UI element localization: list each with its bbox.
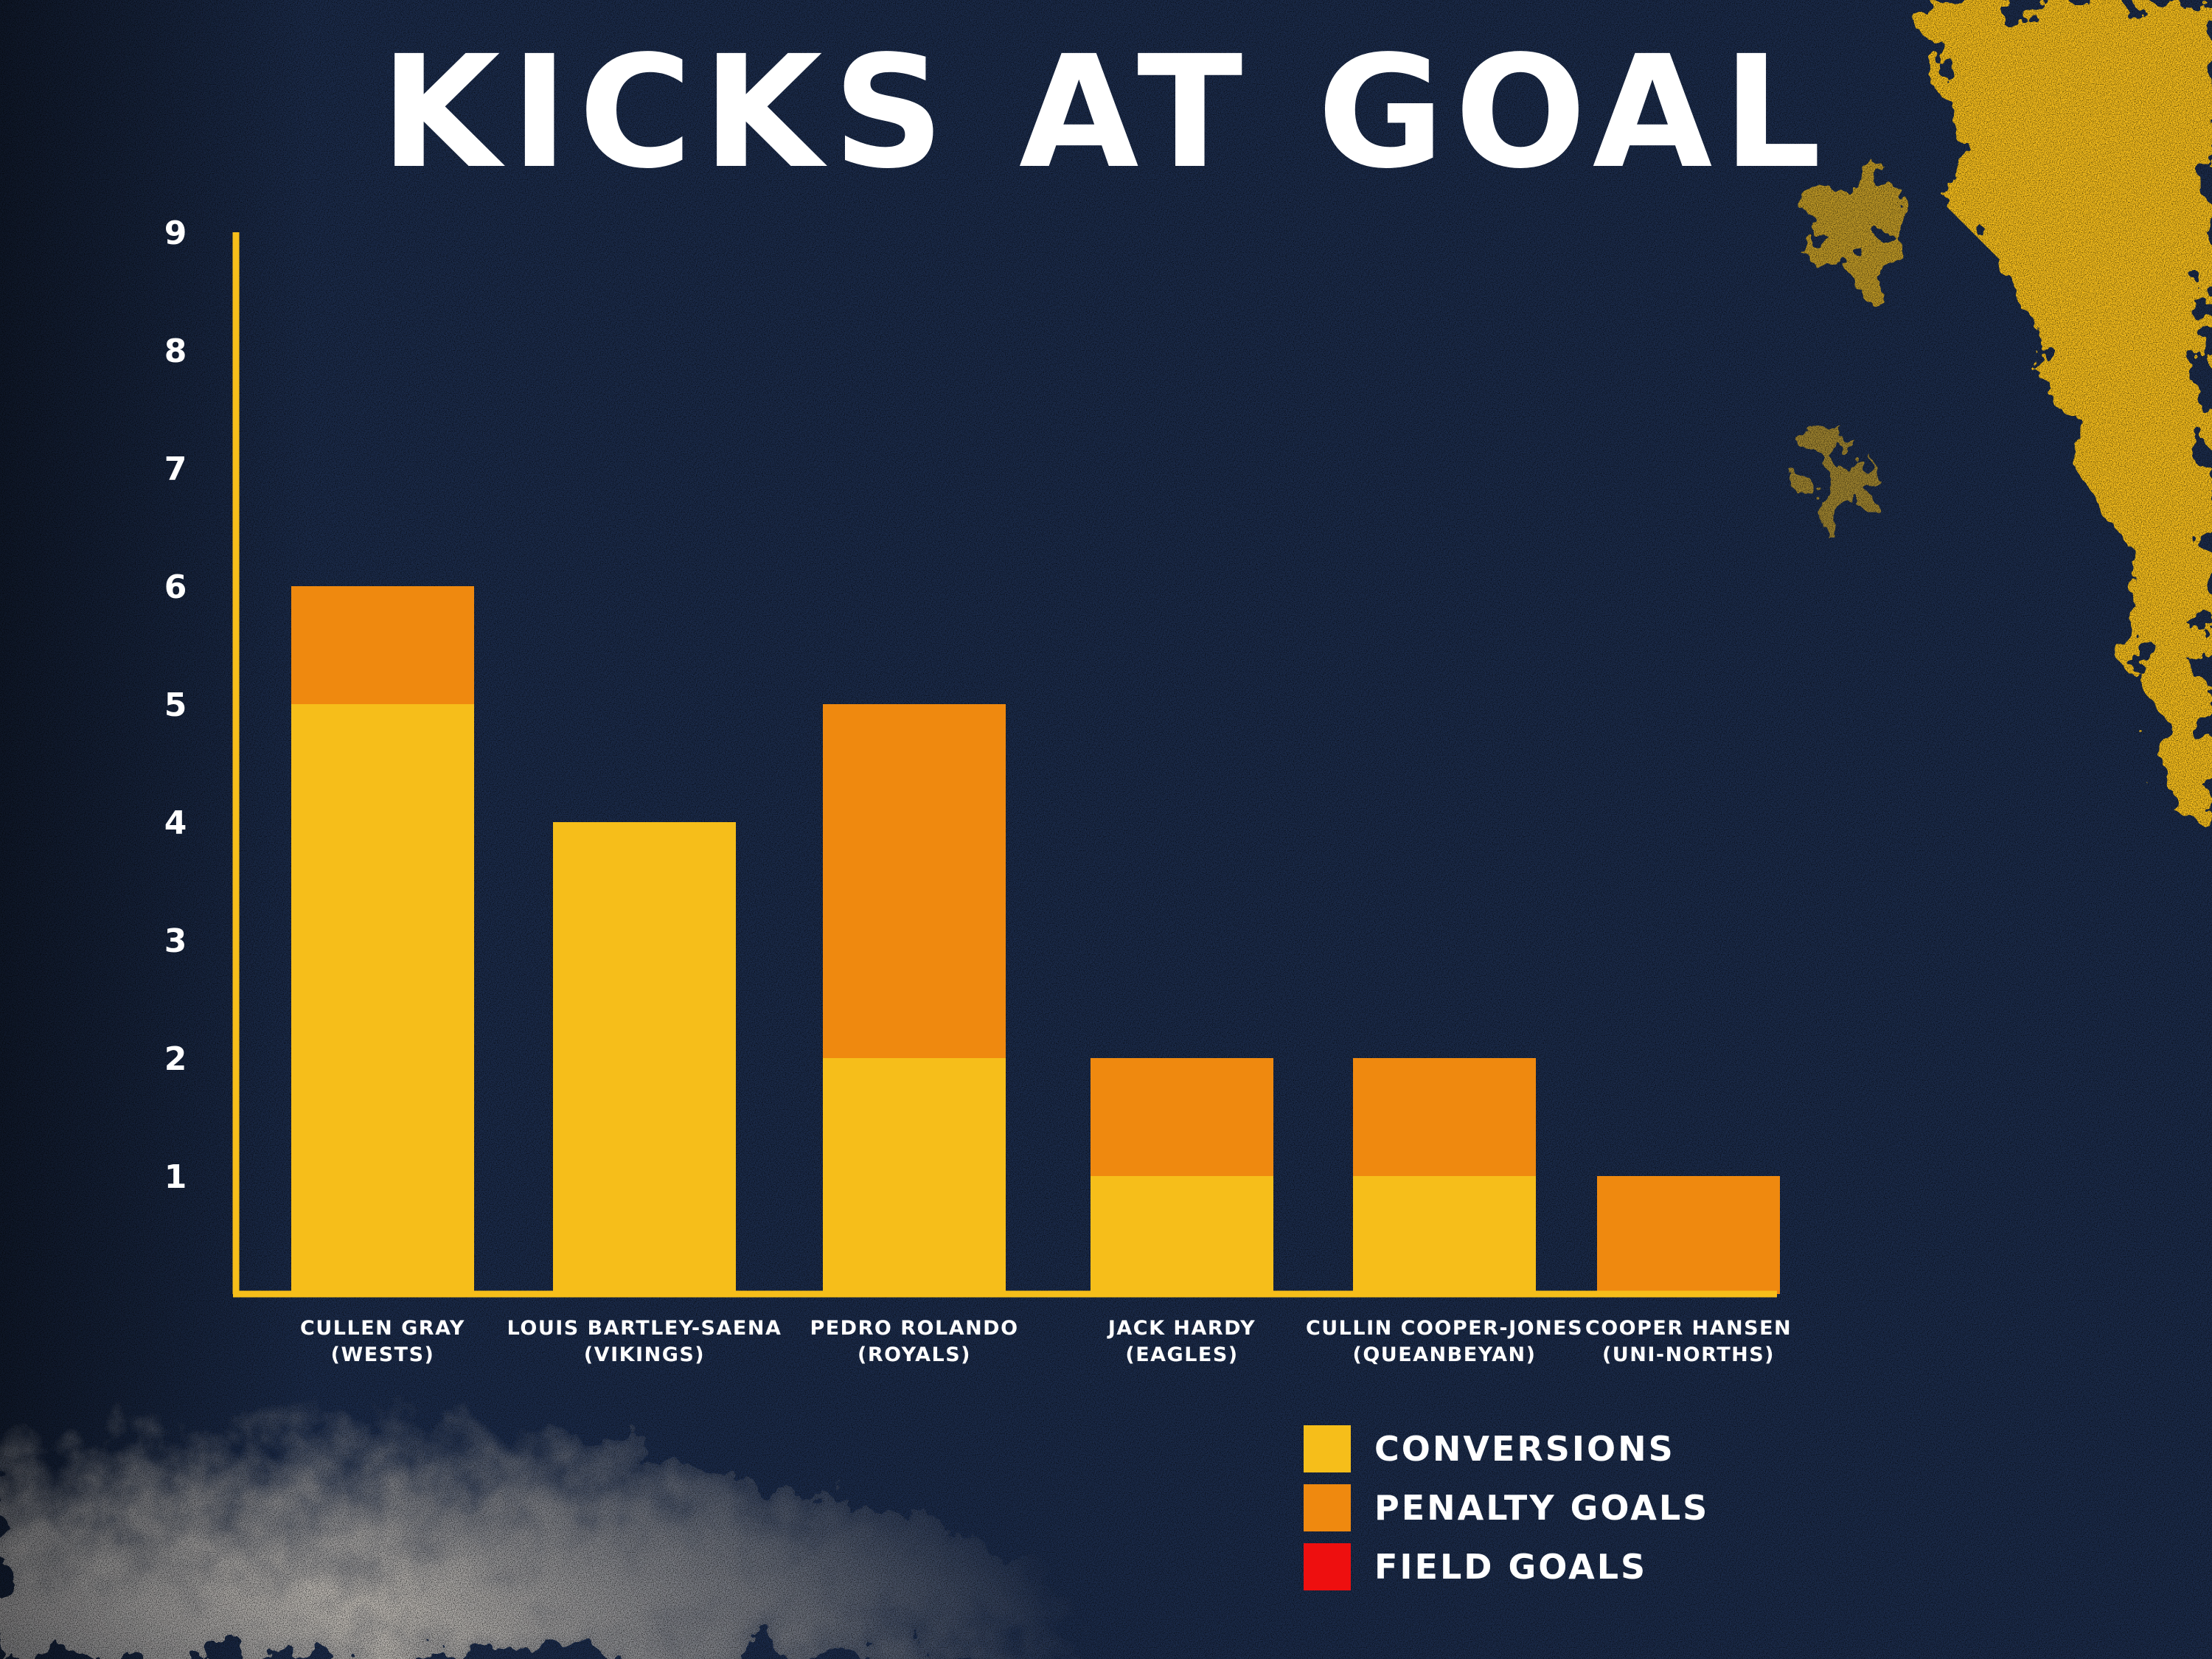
legend-label: PENALTY GOALS <box>1374 1488 1710 1528</box>
bar-segment-conversions-2 <box>553 822 736 1294</box>
bar-segment-conversions-3 <box>823 1058 1006 1294</box>
bar-segment-conversions-5 <box>1353 1176 1536 1294</box>
y-tick-label-5: 5 <box>164 686 187 724</box>
category-labels: CULLEN GRAY (WESTS) LOUIS BARTLEY-SAENA (VI… <box>300 1317 1792 1366</box>
category-label-2: LOUIS BARTLEY-SAENA (VIKINGS) <box>507 1317 782 1366</box>
y-tick-label-9: 9 <box>164 215 187 252</box>
legend-label: CONVERSIONS <box>1374 1429 1675 1469</box>
y-tick-label-3: 3 <box>164 922 187 960</box>
y-tick-label-8: 8 <box>164 333 187 370</box>
bar-segment-penalty-goals-3 <box>823 704 1006 1058</box>
category-label-3: PEDRO ROLANDO (ROYALS) <box>810 1317 1018 1366</box>
category-label-6: COOPER HANSEN (UNI-NORTHS) <box>1585 1317 1792 1366</box>
y-tick-label-1: 1 <box>164 1158 187 1196</box>
legend-swatch <box>1304 1484 1351 1531</box>
bar-segment-penalty-goals-1 <box>291 586 474 704</box>
category-label-4: JACK HARDY (EAGLES) <box>1107 1317 1256 1366</box>
y-tick-label-2: 2 <box>164 1040 187 1078</box>
y-tick-label-4: 4 <box>164 804 187 842</box>
bar-segment-penalty-goals-5 <box>1353 1058 1536 1176</box>
bars-layer <box>291 586 1780 1294</box>
legend-item-field-goals: FIELD GOALS <box>1304 1537 1709 1596</box>
legend: CONVERSIONS PENALTY GOALS FIELD GOALS <box>1304 1419 1709 1596</box>
y-tick-label-6: 6 <box>164 568 187 606</box>
bar-segment-penalty-goals-4 <box>1091 1058 1273 1176</box>
legend-swatch <box>1304 1425 1351 1472</box>
legend-item-conversions: CONVERSIONS <box>1304 1419 1709 1478</box>
category-label-5: CULLIN COOPER-JONES (QUEANBEYAN) <box>1306 1317 1583 1366</box>
axes-layer <box>232 232 1777 1298</box>
y-tick-label-7: 7 <box>164 451 187 488</box>
bar-segment-conversions-1 <box>291 704 474 1294</box>
y-tick-labels: 1 2 3 4 5 6 7 8 9 <box>164 215 187 1196</box>
category-label-1: CULLEN GRAY (WESTS) <box>300 1317 465 1366</box>
legend-label: FIELD GOALS <box>1374 1547 1648 1587</box>
bar-segment-conversions-4 <box>1091 1176 1273 1294</box>
bar-segment-penalty-goals-6 <box>1597 1176 1780 1294</box>
page-title: KICKS AT GOAL <box>380 22 1832 203</box>
legend-swatch <box>1304 1543 1351 1590</box>
legend-item-penalty-goals: PENALTY GOALS <box>1304 1478 1709 1537</box>
